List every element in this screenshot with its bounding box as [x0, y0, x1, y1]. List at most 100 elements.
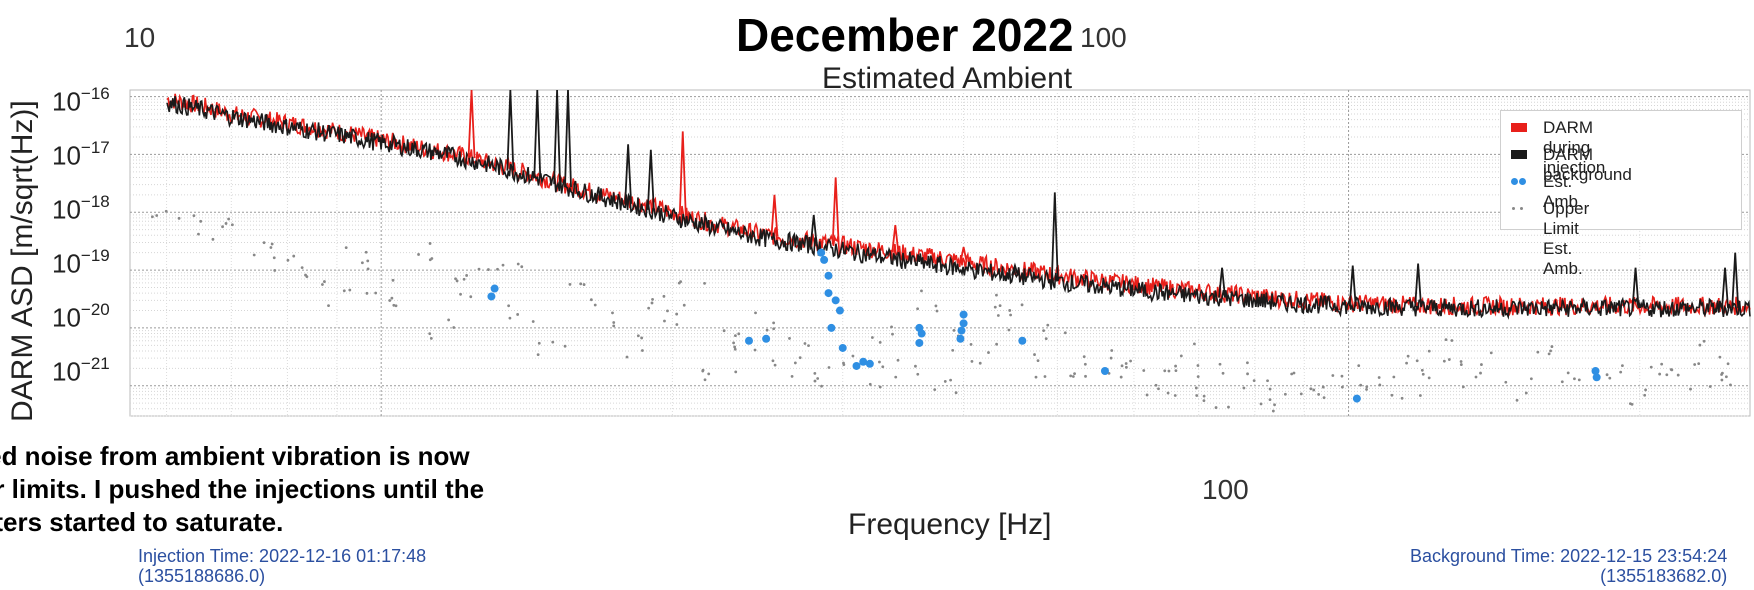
upper-limit-point [487, 268, 490, 271]
legend-marker-grey-dot [1520, 207, 1523, 210]
upper-limit-point [1119, 375, 1123, 379]
upper-limit-point [1227, 405, 1230, 409]
legend-swatch-black [1511, 150, 1527, 159]
upper-limit-point [305, 275, 309, 279]
upper-limit-point [1547, 352, 1551, 356]
upper-limit-point [682, 303, 686, 307]
upper-limit-point [508, 316, 512, 320]
upper-limit-point [1669, 368, 1673, 371]
upper-limit-point [1194, 386, 1198, 390]
upper-limit-point [1196, 364, 1200, 367]
upper-limit-point [651, 297, 654, 301]
upper-limit-point [430, 257, 434, 260]
upper-limit-point [734, 370, 738, 374]
upper-limit-point [1658, 372, 1662, 376]
upper-limit-point [1720, 378, 1724, 382]
upper-limit-point [1166, 391, 1170, 395]
est-amb-point [917, 329, 926, 338]
upper-limit-point [707, 372, 711, 376]
upper-limit-point [1218, 362, 1222, 366]
upper-limit-point [647, 306, 651, 310]
upper-limit-point [998, 304, 1002, 308]
upper-limit-point [1718, 355, 1722, 359]
upper-limit-point [177, 216, 181, 220]
upper-limit-point [537, 341, 541, 345]
upper-limit-point [272, 256, 276, 260]
upper-limit-point [1283, 392, 1287, 396]
upper-limit-point [612, 321, 616, 324]
est-amb-point [1592, 373, 1601, 382]
upper-limit-point [1418, 394, 1422, 397]
upper-limit-point [455, 279, 459, 283]
upper-limit-point [1340, 385, 1344, 389]
upper-limit-point [943, 380, 947, 383]
upper-limit-point [1193, 342, 1196, 346]
upper-limit-point [1724, 375, 1728, 379]
upper-limit-point [916, 372, 920, 376]
upper-limit-point [366, 267, 370, 271]
spectral-peak [1011, 262, 1019, 276]
upper-limit-point [1698, 343, 1702, 347]
upper-limit-point [788, 337, 791, 340]
upper-limit-point [1073, 372, 1076, 376]
upper-limit-point [933, 388, 937, 392]
upper-limit-point [737, 332, 741, 336]
spectral-peak [1348, 265, 1357, 307]
upper-limit-point [816, 377, 820, 380]
upper-limit-point [949, 378, 952, 382]
upper-limit-point [732, 341, 735, 345]
upper-limit-point [1173, 394, 1177, 397]
upper-limit-point [462, 277, 466, 281]
upper-limit-point [1390, 393, 1394, 397]
upper-limit-point [366, 259, 370, 263]
est-amb-point [817, 248, 826, 257]
upper-limit-point [1427, 376, 1431, 380]
upper-limit-point [870, 336, 874, 339]
upper-limit-point [1605, 373, 1609, 377]
upper-limit-point [1340, 374, 1344, 378]
upper-limit-point [1566, 371, 1570, 375]
upper-limit-point [793, 361, 797, 365]
upper-limit-point [1124, 362, 1128, 365]
upper-limit-point [286, 258, 290, 262]
upper-limit-point [1474, 375, 1478, 379]
upper-limit-point [292, 254, 296, 258]
legend-marker-grey-dot [1512, 207, 1515, 210]
upper-limit-point [1442, 359, 1446, 363]
y-tick-1e-17: 10−17 [52, 138, 110, 171]
upper-limit-point [807, 344, 810, 348]
upper-limit-point [1083, 362, 1087, 366]
upper-limit-point [1154, 383, 1158, 387]
upper-limit-point [501, 263, 505, 267]
upper-limit-point [1142, 369, 1146, 372]
y-tick-1e-16: 10−16 [52, 84, 110, 117]
upper-limit-point [151, 215, 154, 219]
spectral-peak [467, 89, 476, 159]
upper-limit-point [772, 321, 776, 325]
upper-limit-point [360, 261, 364, 265]
upper-limit-point [1034, 375, 1038, 379]
legend-marker-blue-dot [1511, 178, 1518, 185]
upper-limit-point [1415, 359, 1419, 363]
upper-limit-point [1577, 378, 1581, 382]
upper-limit-point [1643, 393, 1647, 397]
y-axis-label: DARM ASD [m/sqrt(Hz)] [6, 100, 39, 422]
upper-limit-point [1392, 375, 1396, 379]
upper-limit-point [1120, 364, 1124, 368]
x-tick-top-10: 10 [124, 22, 156, 53]
upper-limit-point [1299, 392, 1303, 396]
upper-limit-point [890, 325, 893, 329]
legend-marker-blue-dot [1519, 178, 1526, 185]
upper-limit-point [970, 359, 974, 363]
upper-limit-point [813, 371, 817, 375]
spectral-peak [564, 89, 572, 188]
upper-limit-point [754, 311, 757, 315]
upper-limit-point [1708, 385, 1712, 388]
y-tick-1e-18: 10−18 [52, 192, 110, 225]
upper-limit-point [1043, 375, 1047, 378]
upper-limit-point [516, 313, 520, 316]
headline: December 2022 [736, 9, 1074, 61]
upper-limit-point [1042, 329, 1046, 333]
est-amb-point [487, 292, 496, 301]
